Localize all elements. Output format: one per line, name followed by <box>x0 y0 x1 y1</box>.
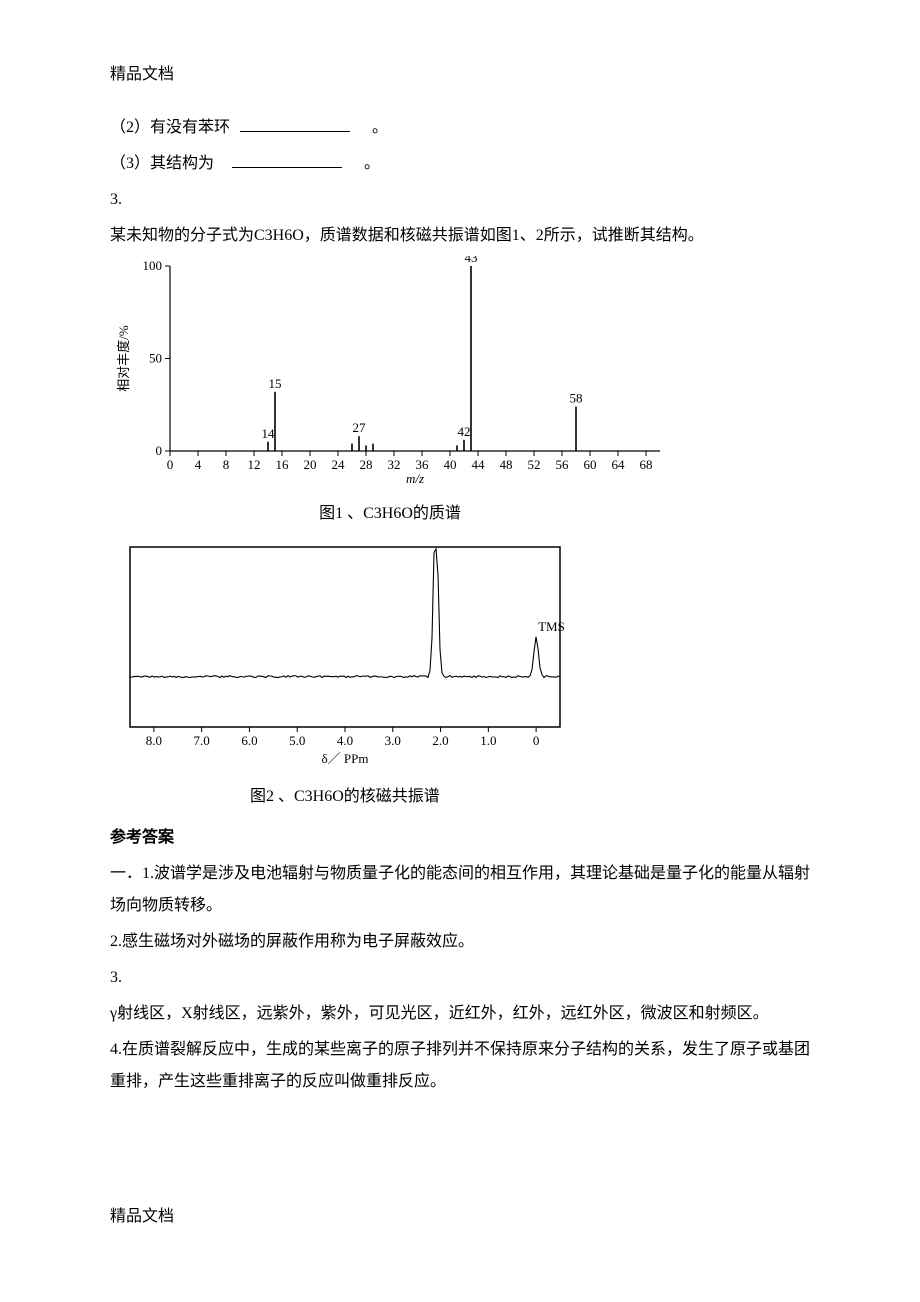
svg-text:50: 50 <box>149 351 162 366</box>
chart2-caption: 图2 、C3H6O的核磁共振谱 <box>110 782 720 806</box>
q3s-prefix: （3）其结构为 <box>110 155 214 172</box>
svg-text:5.0: 5.0 <box>289 733 305 748</box>
svg-text:68: 68 <box>640 457 653 472</box>
mass-spectrum-svg: 050100048121620242832364044485256606468相… <box>110 256 670 486</box>
svg-text:32: 32 <box>388 457 401 472</box>
svg-text:1.0: 1.0 <box>480 733 496 748</box>
svg-text:52: 52 <box>528 457 541 472</box>
q2-prefix: （2）有没有苯环 <box>110 119 230 136</box>
svg-text:6.0: 6.0 <box>241 733 257 748</box>
svg-text:m/z: m/z <box>406 471 424 486</box>
svg-text:4.0: 4.0 <box>337 733 353 748</box>
question-3-struct: （3）其结构为 。 <box>110 148 810 180</box>
svg-text:64: 64 <box>612 457 626 472</box>
mass-spectrum-chart: 050100048121620242832364044485256606468相… <box>110 256 810 491</box>
answer-1: 一．1.波谱学是涉及电池辐射与物质量子化的能态间的相互作用，其理论基础是量子化的… <box>110 858 810 922</box>
svg-text:8.0: 8.0 <box>146 733 162 748</box>
question-2: （2）有没有苯环 。 <box>110 112 810 144</box>
svg-text:TMS: TMS <box>538 619 565 634</box>
svg-text:4: 4 <box>195 457 202 472</box>
answers-title: 参考答案 <box>110 822 810 854</box>
page-header: 精品文档 <box>110 60 810 84</box>
svg-text:28: 28 <box>360 457 373 472</box>
svg-text:42: 42 <box>458 424 471 439</box>
svg-text:44: 44 <box>472 457 486 472</box>
svg-text:δ／ PPm: δ／ PPm <box>322 751 369 766</box>
svg-text:60: 60 <box>584 457 597 472</box>
svg-text:48: 48 <box>500 457 513 472</box>
chart1-caption: 图1 、C3H6O的质谱 <box>110 499 670 523</box>
svg-text:12: 12 <box>248 457 261 472</box>
svg-text:0: 0 <box>156 443 163 458</box>
svg-text:14: 14 <box>262 426 276 441</box>
svg-text:27: 27 <box>353 420 367 435</box>
svg-text:0: 0 <box>533 733 540 748</box>
svg-text:20: 20 <box>304 457 317 472</box>
svg-text:15: 15 <box>269 376 282 391</box>
answer-4: 4.在质谱裂解反应中，生成的某些离子的原子排列并不保持原来分子结构的关系，发生了… <box>110 1034 810 1098</box>
svg-text:100: 100 <box>143 258 163 273</box>
q2-suffix: 。 <box>372 119 388 136</box>
svg-text:2.0: 2.0 <box>432 733 448 748</box>
svg-text:3.0: 3.0 <box>385 733 401 748</box>
blank-q3 <box>232 153 342 168</box>
svg-text:58: 58 <box>570 391 583 406</box>
svg-text:0: 0 <box>167 457 174 472</box>
q3s-suffix: 。 <box>364 155 380 172</box>
question-3-num: 3. <box>110 184 810 216</box>
svg-text:36: 36 <box>416 457 430 472</box>
answer-2: 2.感生磁场对外磁场的屏蔽作用称为电子屏蔽效应。 <box>110 926 810 958</box>
svg-text:40: 40 <box>444 457 457 472</box>
svg-text:相对丰度/%: 相对丰度/% <box>116 325 131 392</box>
svg-text:56: 56 <box>556 457 570 472</box>
answer-3-body: γ射线区，X射线区，远紫外，紫外，可见光区，近红外，红外，远红外区，微波区和射频… <box>110 998 810 1030</box>
page-footer: 精品文档 <box>110 1202 174 1226</box>
svg-text:24: 24 <box>332 457 346 472</box>
page-container: 精品文档 （2）有没有苯环 。 （3）其结构为 。 3. 某未知物的分子式为C3… <box>0 0 920 1302</box>
svg-text:7.0: 7.0 <box>194 733 210 748</box>
nmr-svg: TMS 8.0 7.0 6.0 5.0 4.0 3.0 2.0 1.0 0 δ／ PPm <box>110 539 580 769</box>
question-3-body: 某未知物的分子式为C3H6O，质谱数据和核磁共振谱如图1、2所示，试推断其结构。 <box>110 220 810 252</box>
answer-3-num: 3. <box>110 962 810 994</box>
svg-text:16: 16 <box>276 457 290 472</box>
svg-text:43: 43 <box>465 256 478 265</box>
blank-q2 <box>240 117 350 132</box>
nmr-chart: TMS 8.0 7.0 6.0 5.0 4.0 3.0 2.0 1.0 0 δ／ PPm <box>110 539 810 774</box>
svg-text:8: 8 <box>223 457 230 472</box>
